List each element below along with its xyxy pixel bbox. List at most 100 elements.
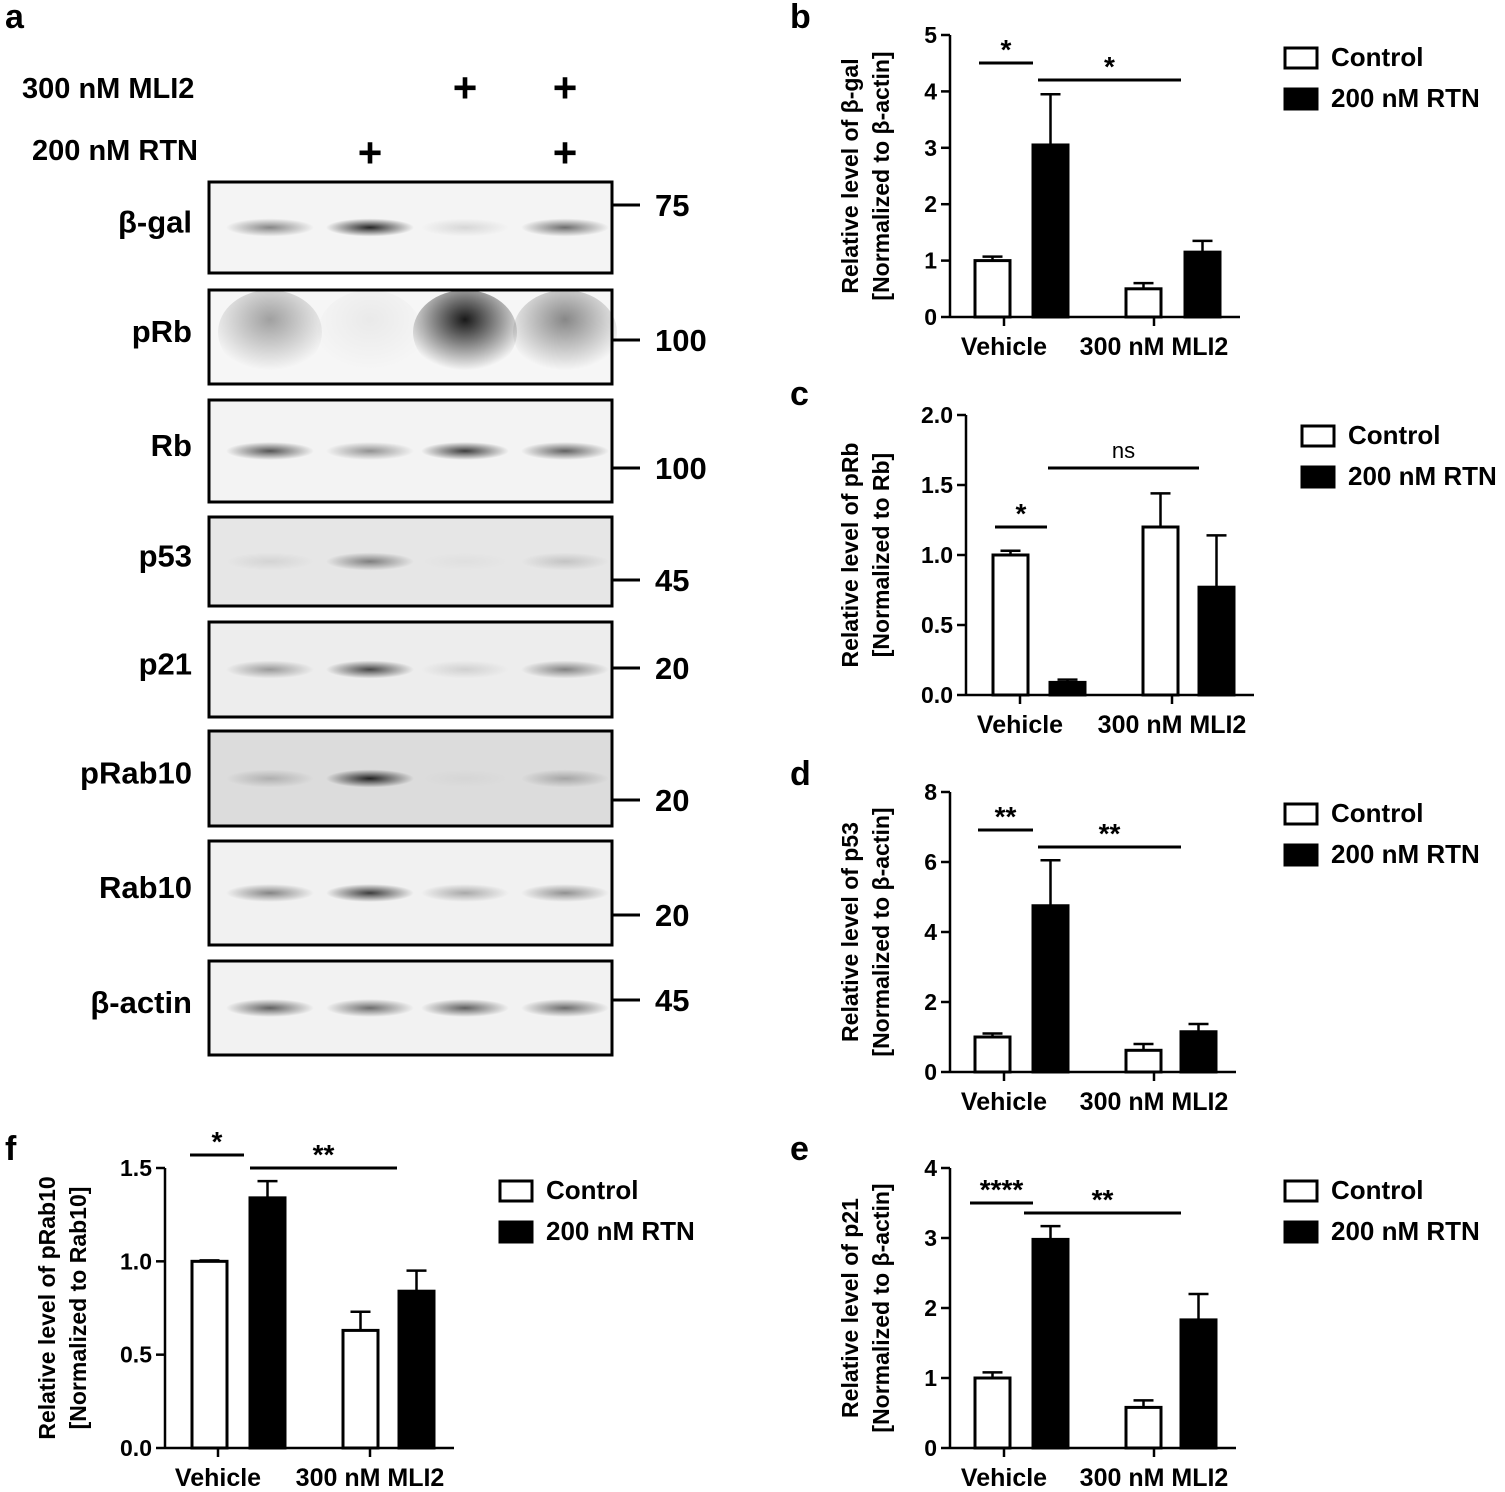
- significance-label: ****: [980, 1174, 1024, 1205]
- legend-label-rtn: 200 nM RTN: [1331, 839, 1480, 869]
- legend-swatch-rtn: [1283, 843, 1319, 867]
- legend-swatch-control: [1300, 424, 1336, 448]
- protein-band: [226, 884, 314, 902]
- y-axis-label: Relative level of p53: [837, 822, 863, 1042]
- legend-label-control: Control: [546, 1175, 638, 1205]
- bar-control: [1141, 525, 1180, 697]
- y-tick-label: 2: [924, 989, 937, 1015]
- panel-a: a 300 nM MLI2 200 nM RTN + + + + β-gal 75 pRb…: [5, 0, 707, 1057]
- y-tick-label: 4: [924, 1155, 937, 1181]
- legend-swatch-control: [1283, 802, 1319, 826]
- protein-band: [521, 769, 609, 788]
- plus-sign: +: [553, 64, 578, 111]
- y-tick-label: 0.0: [120, 1435, 152, 1461]
- bar-control: [1124, 1048, 1163, 1074]
- y-tick-label: 5: [924, 22, 937, 48]
- y-tick-label: 0.0: [921, 682, 953, 708]
- y-tick-label: 6: [924, 849, 937, 875]
- panel-c-chart: c 0.0 0.5 1.0 1.5 2.0 Vehicle 300 nM MLI2 * ns Rel…: [790, 375, 1497, 739]
- bar-control: [991, 553, 1030, 697]
- mw-marker-label: 20: [655, 898, 689, 933]
- mw-marker-label: 100: [655, 323, 707, 358]
- mw-marker-label: 100: [655, 451, 707, 486]
- smear-band: [318, 290, 422, 375]
- protein-band: [521, 218, 609, 237]
- y-tick-label: 0.5: [120, 1342, 152, 1368]
- bar-rtn: [1183, 250, 1222, 319]
- y-tick-label: 1.5: [921, 472, 953, 498]
- significance-label: *: [1016, 498, 1027, 529]
- condition-rtn-label: 200 nM RTN: [32, 135, 198, 167]
- y-tick-label: 4: [924, 78, 937, 104]
- panel-label: c: [790, 375, 809, 413]
- bar-rtn: [1048, 680, 1087, 697]
- bar-control: [973, 259, 1012, 319]
- bar-control: [973, 1035, 1012, 1074]
- significance-label: *: [1001, 34, 1012, 65]
- legend-swatch-rtn: [1283, 1220, 1319, 1244]
- significance-label: **: [995, 801, 1017, 832]
- condition-mli2-label: 300 nM MLI2: [22, 73, 194, 105]
- panel-b-chart: b 0 1 2 3 4 5 Vehicle 300 nM MLI2 * * Relative leve…: [790, 0, 1480, 361]
- legend: Control 200 nM RTN: [1283, 798, 1480, 869]
- x-tick-label: 300 nM MLI2: [1080, 1088, 1229, 1116]
- legend-swatch-control: [1283, 1179, 1319, 1203]
- mw-marker-label: 45: [655, 563, 689, 598]
- protein-band: [421, 770, 509, 788]
- significance-label: **: [313, 1139, 335, 1170]
- protein-band: [326, 884, 414, 902]
- y-axis-label: [Normalized to β-actin]: [868, 1183, 894, 1432]
- bar-rtn: [1179, 1318, 1218, 1450]
- smear-band: [413, 290, 517, 375]
- protein-band: [226, 769, 314, 788]
- y-tick-label: 3: [924, 135, 937, 161]
- blot-label: pRab10: [80, 756, 192, 791]
- bar-control: [190, 1259, 229, 1450]
- legend-label-rtn: 200 nM RTN: [1331, 83, 1480, 113]
- mw-marker-label: 75: [655, 188, 689, 223]
- x-tick-label: Vehicle: [961, 333, 1047, 361]
- legend: Control 200 nM RTN: [1283, 42, 1480, 113]
- protein-band: [521, 552, 609, 571]
- bar-rtn: [248, 1196, 287, 1450]
- legend-swatch-rtn: [1300, 465, 1336, 489]
- y-tick-label: 0: [924, 1435, 937, 1461]
- x-tick-label: Vehicle: [961, 1464, 1047, 1492]
- legend-label-control: Control: [1331, 798, 1423, 828]
- y-tick-label: 1: [924, 1365, 937, 1391]
- bar-control: [1124, 1405, 1163, 1450]
- plus-sign: +: [453, 64, 478, 111]
- y-tick-label: 2.0: [921, 402, 953, 428]
- protein-band: [326, 660, 414, 679]
- y-tick-label: 1.5: [120, 1155, 152, 1181]
- protein-band: [521, 999, 609, 1017]
- bar-rtn: [1031, 143, 1070, 319]
- legend: Control 200 nM RTN: [498, 1175, 695, 1246]
- y-axis-label: Relative level of β-gal: [837, 58, 863, 293]
- panel-a-label: a: [5, 0, 25, 36]
- y-tick-label: 0.5: [921, 612, 953, 638]
- y-tick-label: 0: [924, 304, 937, 330]
- y-tick-label: 2: [924, 191, 937, 217]
- blot-label: pRb: [132, 314, 192, 349]
- significance-label: **: [1092, 1184, 1114, 1215]
- protein-band: [421, 442, 509, 460]
- significance-label: *: [1104, 51, 1115, 82]
- blot-label: β-actin: [90, 985, 192, 1020]
- smear-band: [513, 290, 617, 375]
- blot-stack: β-gal 75 pRb 100 Rb 100 p53 45 p21 20 pRab10 20 Rab1…: [80, 180, 707, 1057]
- mw-marker-label: 45: [655, 983, 689, 1018]
- protein-band: [226, 218, 314, 237]
- bar-rtn: [1179, 1030, 1218, 1074]
- y-axis-label: [Normalized to Rab10]: [65, 1187, 91, 1430]
- y-axis-label: [Normalized to β-actin]: [868, 807, 894, 1056]
- x-tick-label: 300 nM MLI2: [1080, 333, 1229, 361]
- protein-band: [326, 442, 414, 460]
- blot-label: p53: [139, 539, 192, 574]
- legend: Control 200 nM RTN: [1283, 1175, 1480, 1246]
- protein-band: [326, 552, 414, 571]
- significance-label: *: [212, 1126, 223, 1157]
- bar-rtn: [1031, 904, 1070, 1074]
